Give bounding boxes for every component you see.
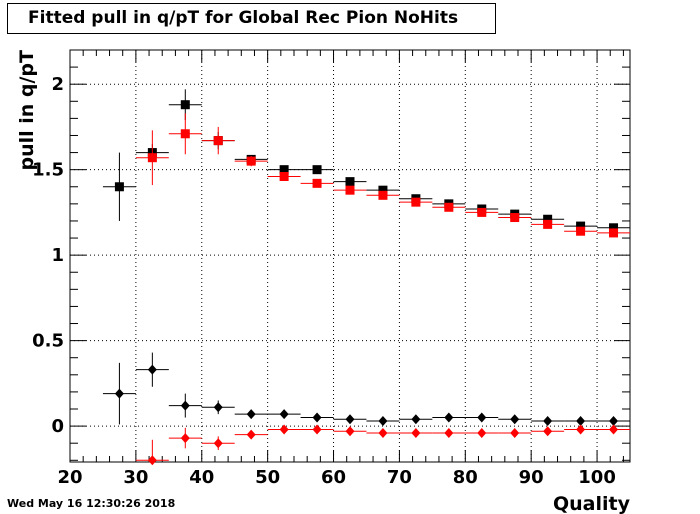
data-point	[477, 207, 487, 217]
axis-ticks	[69, 49, 630, 462]
data-point	[444, 427, 454, 438]
data-point	[180, 400, 190, 411]
data-point	[312, 178, 322, 188]
data-point	[510, 414, 520, 425]
data-point	[114, 388, 124, 399]
series	[135, 424, 630, 466]
data-point	[444, 202, 454, 212]
data-point	[279, 165, 289, 175]
chart-title: Fitted pull in q/pT for Global Rec Pion …	[28, 8, 459, 28]
data-point	[246, 429, 256, 440]
data-point	[312, 424, 322, 435]
data-point	[576, 415, 586, 426]
data-point	[279, 409, 289, 420]
data-point	[345, 426, 355, 437]
y-axis-label: pull in q/pT	[16, 50, 38, 171]
data-point	[411, 197, 421, 207]
data-point	[510, 427, 520, 438]
data-point	[609, 223, 619, 233]
x-tick-label: 70	[387, 467, 412, 488]
data-point	[114, 182, 124, 192]
data-point	[246, 156, 256, 166]
data-point	[147, 153, 157, 163]
x-tick-label: 80	[453, 467, 478, 488]
data-point	[279, 424, 289, 435]
data-point	[378, 185, 388, 195]
data-point	[180, 433, 190, 444]
series	[102, 89, 630, 233]
data-point	[378, 427, 388, 438]
chart-title-box: Fitted pull in q/pT for Global Rec Pion …	[7, 3, 496, 34]
data-point	[279, 172, 289, 182]
data-point	[345, 177, 355, 187]
y-tick-label: 0	[51, 416, 64, 437]
data-point	[609, 228, 619, 238]
data-point	[543, 214, 553, 224]
data-point	[180, 129, 190, 139]
series	[102, 352, 630, 426]
data-point	[312, 165, 322, 175]
data-point	[147, 364, 157, 375]
data-point	[411, 427, 421, 438]
data-point	[576, 226, 586, 236]
x-tick-label: 40	[189, 467, 214, 488]
data-point	[378, 190, 388, 200]
data-point	[543, 219, 553, 229]
data-point	[213, 402, 223, 413]
x-tick-label: 30	[123, 467, 148, 488]
data-point	[609, 424, 619, 435]
data-marks	[102, 89, 630, 466]
x-tick-label: 20	[57, 467, 82, 488]
data-point	[147, 455, 157, 466]
plot-frame	[69, 49, 631, 463]
timestamp: Wed May 16 12:30:26 2018	[7, 497, 176, 510]
data-point	[213, 438, 223, 449]
grid-lines	[70, 50, 630, 462]
data-point	[246, 409, 256, 420]
data-point	[345, 414, 355, 425]
data-point	[312, 412, 322, 423]
series	[135, 113, 630, 238]
y-tick-label: 2	[51, 74, 64, 95]
data-point	[213, 136, 223, 146]
x-tick-label: 50	[255, 467, 280, 488]
data-point	[411, 414, 421, 425]
y-tick-label: 1	[51, 245, 64, 266]
y-tick-label: 1.5	[32, 160, 64, 181]
data-point	[576, 424, 586, 435]
data-point	[609, 415, 619, 426]
x-tick-label: 90	[519, 467, 544, 488]
x-tick-label: 60	[321, 467, 346, 488]
data-point	[378, 415, 388, 426]
data-point	[345, 185, 355, 195]
y-tick-label: 0.5	[32, 331, 64, 352]
data-point	[576, 221, 586, 231]
data-point	[180, 100, 190, 110]
x-tick-label: 100	[578, 467, 616, 488]
data-point	[510, 213, 520, 223]
x-axis-label: Quality	[553, 493, 631, 514]
data-point	[444, 412, 454, 423]
data-point	[543, 415, 553, 426]
data-point	[543, 426, 553, 437]
data-point	[477, 412, 487, 423]
tick-labels: 20 30 40 50 60 70 80 90 100 0 0.5 1 1.5 2	[32, 74, 616, 488]
data-point	[477, 427, 487, 438]
